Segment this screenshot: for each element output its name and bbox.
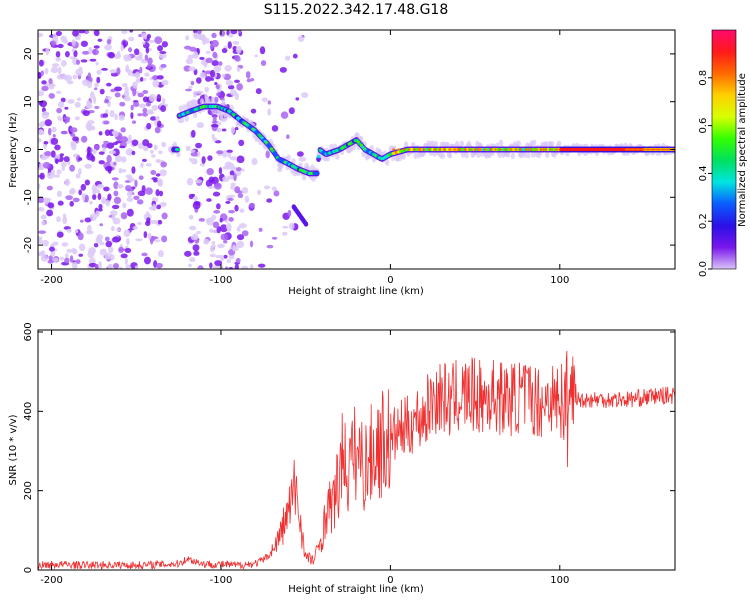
snr-y-tick-label: 400 bbox=[23, 402, 34, 421]
spectrogram-y-axis: -20 -10 0 10 20 bbox=[23, 48, 675, 253]
spectrogram-x-tick-label: 0 bbox=[387, 275, 393, 286]
heatmap-blobs bbox=[38, 30, 675, 269]
colorbar-tick-label: 0.4 bbox=[698, 165, 709, 181]
spectrogram-y-label: Frequency (Hz) bbox=[8, 112, 19, 188]
snr-x-tick-label: 0 bbox=[387, 575, 393, 586]
colorbar-tick-label: 0.8 bbox=[698, 70, 709, 86]
snr-y-tick-label: 600 bbox=[23, 322, 34, 341]
spectrogram-y-tick-label: 10 bbox=[23, 95, 34, 108]
snr-series-line bbox=[38, 350, 675, 570]
snr-chart: -200 -100 0 100 0 200 400 600 Height of straig… bbox=[8, 322, 676, 595]
spectrogram-y-tick-label: 0 bbox=[23, 146, 34, 152]
snr-y-axis: 0 200 400 600 bbox=[23, 322, 675, 573]
colorbar-tick-label: 0.0 bbox=[698, 261, 709, 277]
snr-x-axis: -200 -100 0 100 bbox=[40, 330, 569, 586]
snr-x-tick-label: -200 bbox=[40, 575, 63, 586]
colorbar-ticks: 0.0 0.2 0.4 0.6 0.8 bbox=[698, 70, 712, 277]
figure-title: S115.2022.342.17.48.G18 bbox=[264, 2, 449, 18]
colorbar-tick-label: 0.6 bbox=[698, 118, 709, 134]
snr-frame bbox=[37, 329, 676, 571]
snr-y-label: SNR (10 * v/v) bbox=[8, 414, 19, 485]
spectrogram-x-tick-label: 100 bbox=[550, 275, 569, 286]
spectrogram-x-axis: -200 -100 0 100 bbox=[40, 30, 569, 286]
colorbar-gradient bbox=[711, 29, 737, 270]
spectrogram-y-tick-label: 20 bbox=[23, 48, 34, 61]
colorbar: 0.0 0.2 0.4 0.6 0.8 Normalized spectral ampl… bbox=[698, 29, 748, 277]
spectrogram-y-tick-label: -10 bbox=[23, 189, 34, 205]
spectrogram-x-label: Height of straight line (km) bbox=[288, 286, 424, 297]
colorbar-label: Normalized spectral amplitude bbox=[737, 73, 748, 227]
snr-x-label: Height of straight line (km) bbox=[288, 584, 424, 595]
snr-y-tick-label: 0 bbox=[23, 567, 34, 573]
spectrogram-x-tick-label: -100 bbox=[210, 275, 233, 286]
spectrogram-x-tick-label: -200 bbox=[40, 275, 63, 286]
snr-y-tick-label: 200 bbox=[23, 481, 34, 500]
colorbar-tick-label: 0.2 bbox=[698, 213, 709, 229]
spectrogram-y-tick-label: -20 bbox=[23, 237, 34, 253]
snr-x-tick-label: 100 bbox=[550, 575, 569, 586]
snr-x-tick-label: -100 bbox=[210, 575, 233, 586]
